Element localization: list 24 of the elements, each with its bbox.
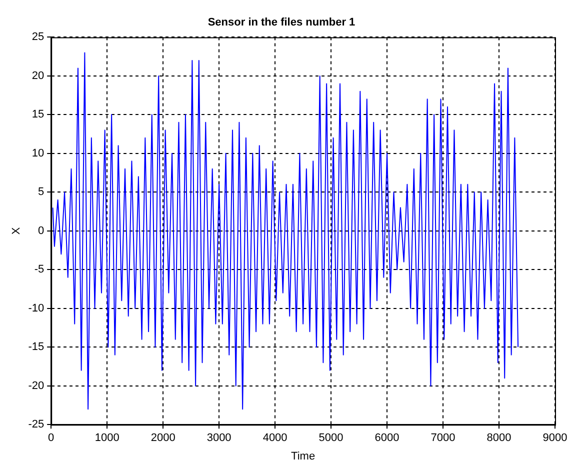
chart-title: Sensor in the files number 1 [208, 16, 356, 29]
x-tick-label: 1000 [94, 432, 120, 444]
y-tick-label: -20 [28, 380, 44, 392]
x-tick-label: 3000 [206, 432, 232, 444]
y-tick-label: -10 [28, 302, 44, 314]
y-tick-label: -25 [28, 418, 44, 431]
y-tick-label: 5 [38, 186, 44, 198]
x-tick-label: 6000 [374, 432, 400, 444]
x-axis-title: Time [291, 450, 316, 462]
y-tick-label: 20 [32, 70, 44, 82]
x-tick-label: 7000 [430, 432, 456, 444]
y-tick-label: 25 [32, 31, 44, 44]
x-tick-label: 0 [48, 432, 54, 444]
y-tick-label: -5 [34, 264, 44, 276]
y-axis-title: X [10, 226, 23, 235]
y-tick-label: 0 [38, 224, 44, 237]
x-tick-label: 4000 [262, 432, 288, 444]
x-tick-label: 2000 [150, 432, 176, 444]
x-tick-label: 8000 [486, 432, 512, 444]
x-tick-label: 9000 [542, 432, 568, 444]
y-tick-label: -15 [28, 341, 44, 354]
y-tick-label: 10 [32, 147, 44, 160]
x-tick-label: 5000 [318, 432, 344, 444]
y-tick-label: 15 [32, 108, 44, 121]
